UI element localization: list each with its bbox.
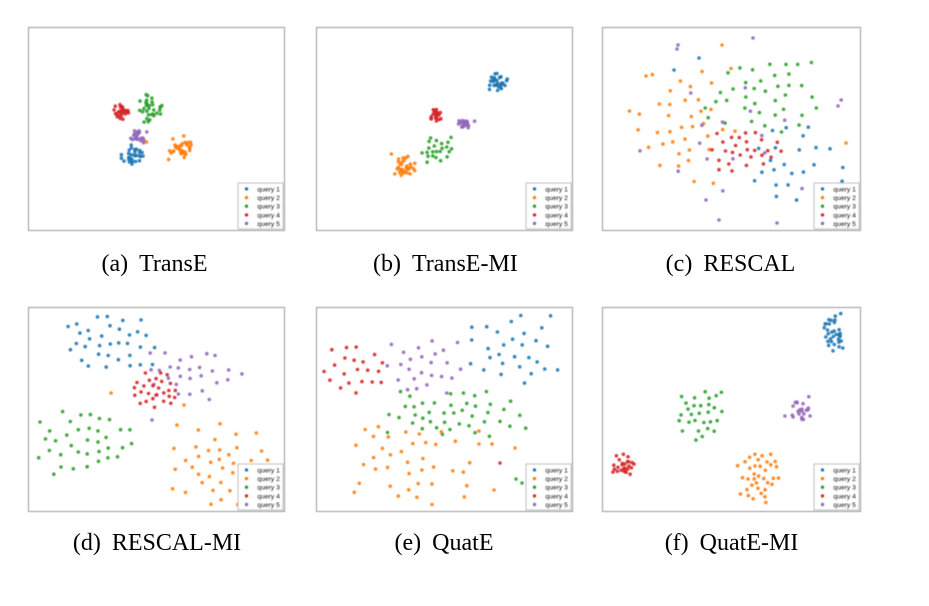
svg-text:query 3: query 3	[545, 204, 568, 211]
svg-text:query 3: query 3	[833, 204, 856, 211]
svg-text:query 1: query 1	[545, 186, 568, 193]
svg-text:query 2: query 2	[257, 195, 280, 202]
svg-text:query 1: query 1	[833, 467, 856, 474]
svg-text:query 4: query 4	[257, 493, 280, 500]
svg-text:query 2: query 2	[257, 476, 280, 483]
svg-text:query 4: query 4	[833, 212, 856, 219]
svg-text:query 2: query 2	[833, 195, 856, 202]
svg-text:query 5: query 5	[833, 221, 856, 228]
svg-text:query 5: query 5	[257, 221, 280, 228]
svg-text:query 4: query 4	[545, 212, 568, 219]
svg-text:query 5: query 5	[833, 502, 856, 509]
svg-text:query 1: query 1	[257, 467, 280, 474]
svg-text:query 5: query 5	[545, 221, 568, 228]
svg-text:query 4: query 4	[833, 493, 856, 500]
svg-text:query 2: query 2	[833, 476, 856, 483]
svg-text:query 3: query 3	[545, 485, 568, 492]
svg-text:query 1: query 1	[833, 186, 856, 193]
svg-text:query 5: query 5	[257, 502, 280, 509]
svg-text:query 2: query 2	[545, 195, 568, 202]
svg-text:query 5: query 5	[545, 502, 568, 509]
svg-text:query 3: query 3	[833, 485, 856, 492]
svg-text:query 1: query 1	[257, 186, 280, 193]
svg-text:query 3: query 3	[257, 204, 280, 211]
svg-text:query 4: query 4	[257, 212, 280, 219]
svg-text:query 2: query 2	[545, 476, 568, 483]
svg-text:query 1: query 1	[545, 467, 568, 474]
svg-text:query 3: query 3	[257, 485, 280, 492]
svg-text:query 4: query 4	[545, 493, 568, 500]
